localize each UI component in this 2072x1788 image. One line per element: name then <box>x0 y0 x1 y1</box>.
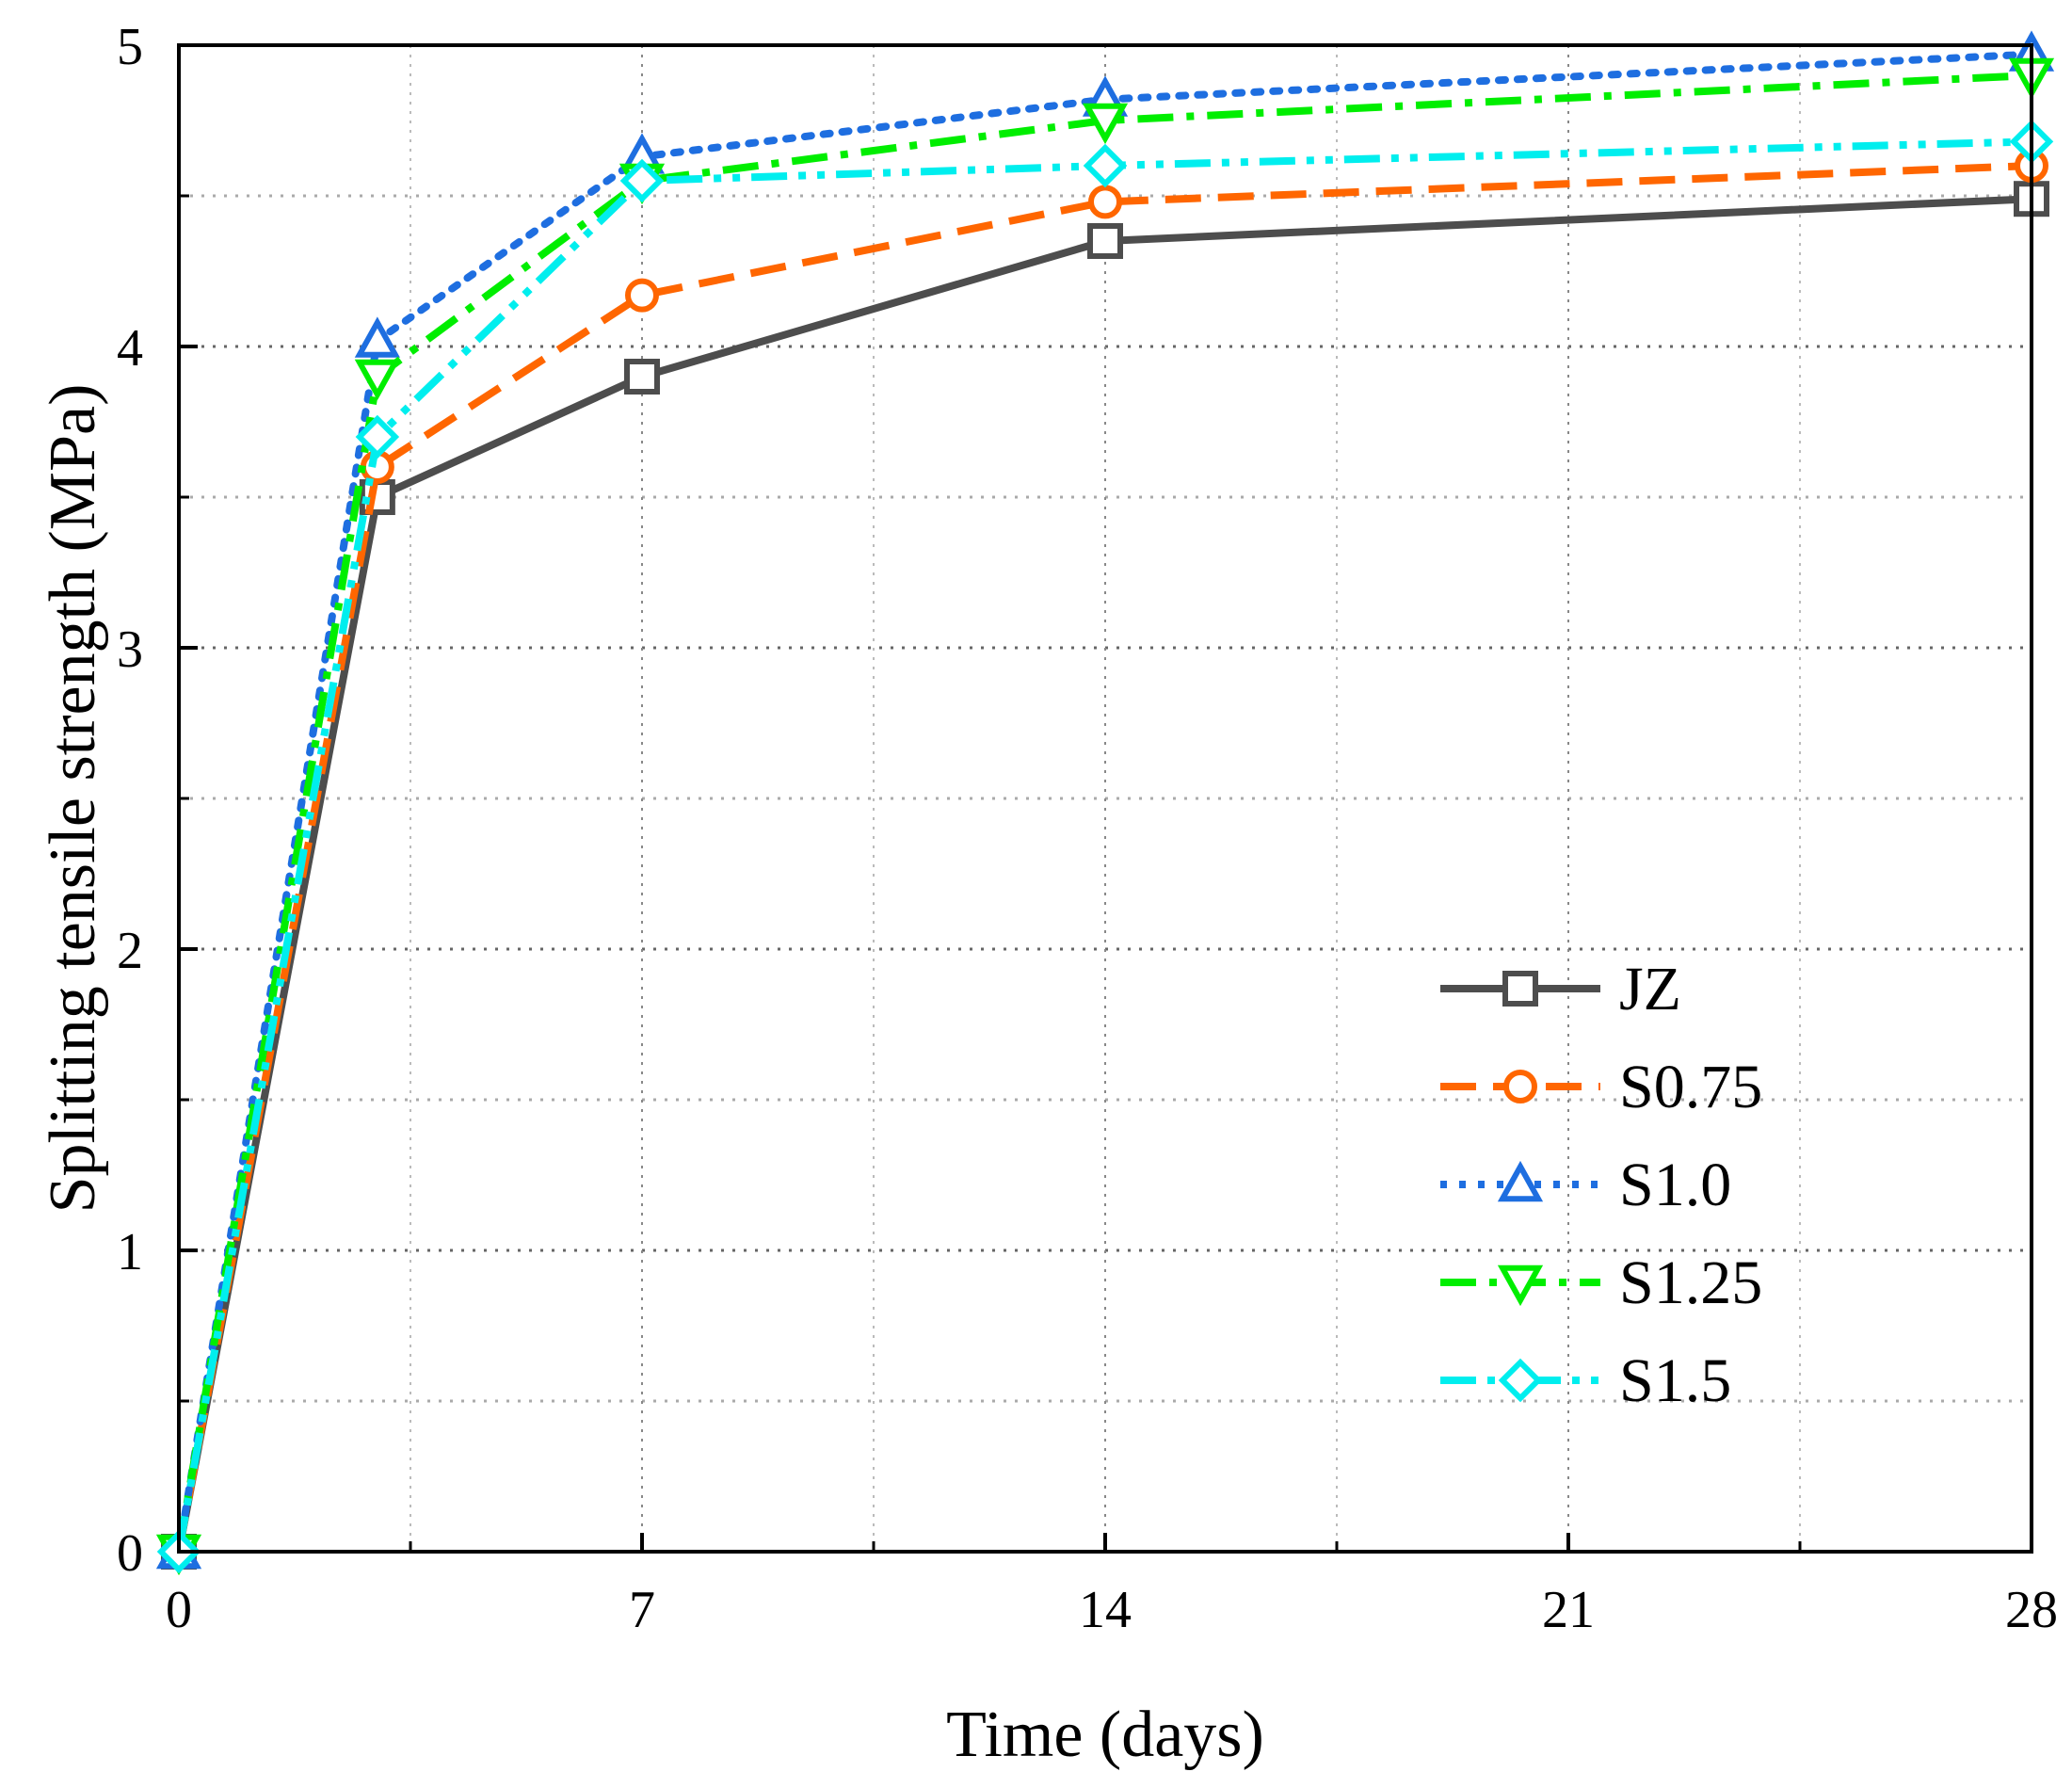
legend-item: S1.25 <box>1440 1248 1762 1317</box>
legend-label: S0.75 <box>1619 1053 1762 1121</box>
legend-label: JZ <box>1619 955 1681 1023</box>
legend-label: S1.25 <box>1619 1248 1762 1317</box>
y-tick-label: 5 <box>117 18 143 76</box>
x-tick-label: 7 <box>629 1581 655 1639</box>
data-point <box>1088 185 1122 219</box>
legend-item: JZ <box>1440 955 1681 1023</box>
legend-label: S1.5 <box>1619 1346 1731 1415</box>
y-tick-label: 3 <box>117 620 143 679</box>
legend-item: S1.5 <box>1440 1346 1731 1415</box>
series-layer <box>155 30 2055 1576</box>
x-tick-label: 28 <box>2005 1581 2058 1639</box>
data-point <box>1087 223 1123 259</box>
data-point <box>625 278 659 313</box>
series-S1.25 <box>155 57 2055 1576</box>
y-tick-label: 2 <box>117 922 143 980</box>
data-point <box>354 316 400 358</box>
data-point <box>355 414 400 459</box>
legend-marker <box>1497 1160 1544 1202</box>
y-axis-title: Splitting tensile strength (MPa) <box>37 384 109 1214</box>
series-S0.75 <box>162 149 2048 1569</box>
legend-marker <box>1503 1070 1537 1103</box>
data-point <box>619 158 665 203</box>
y-tick-label: 1 <box>117 1223 143 1281</box>
data-point <box>1083 143 1128 188</box>
grid <box>179 45 2032 1552</box>
y-tick-label: 0 <box>117 1524 143 1583</box>
data-point <box>624 359 660 395</box>
series-S1.5 <box>156 120 2054 1574</box>
series-line <box>175 137 2032 1553</box>
legend-item: S0.75 <box>1440 1053 1762 1121</box>
series-line <box>175 162 2032 1553</box>
x-tick-label: 21 <box>1542 1581 1595 1639</box>
legend-label: S1.0 <box>1619 1151 1731 1219</box>
series-line <box>175 72 2032 1553</box>
data-point <box>1082 103 1129 145</box>
x-tick-label: 0 <box>166 1581 192 1639</box>
legend-marker <box>1498 1358 1543 1403</box>
x-tick-label: 14 <box>1079 1581 1132 1639</box>
legend-marker <box>1497 1264 1544 1307</box>
data-point <box>354 359 400 401</box>
y-tick-label: 4 <box>117 319 143 378</box>
legend: JZ S0.75 S1.0 S1.25 S1.5 <box>1440 955 1762 1415</box>
legend-item: S1.0 <box>1440 1151 1731 1219</box>
legend-marker <box>1502 971 1538 1007</box>
x-axis-title: Time (days) <box>946 1699 1264 1771</box>
tick-labels: 0 7 14 21 28 0 1 2 3 4 5 <box>117 18 2058 1639</box>
plot-frame <box>177 43 2033 1554</box>
